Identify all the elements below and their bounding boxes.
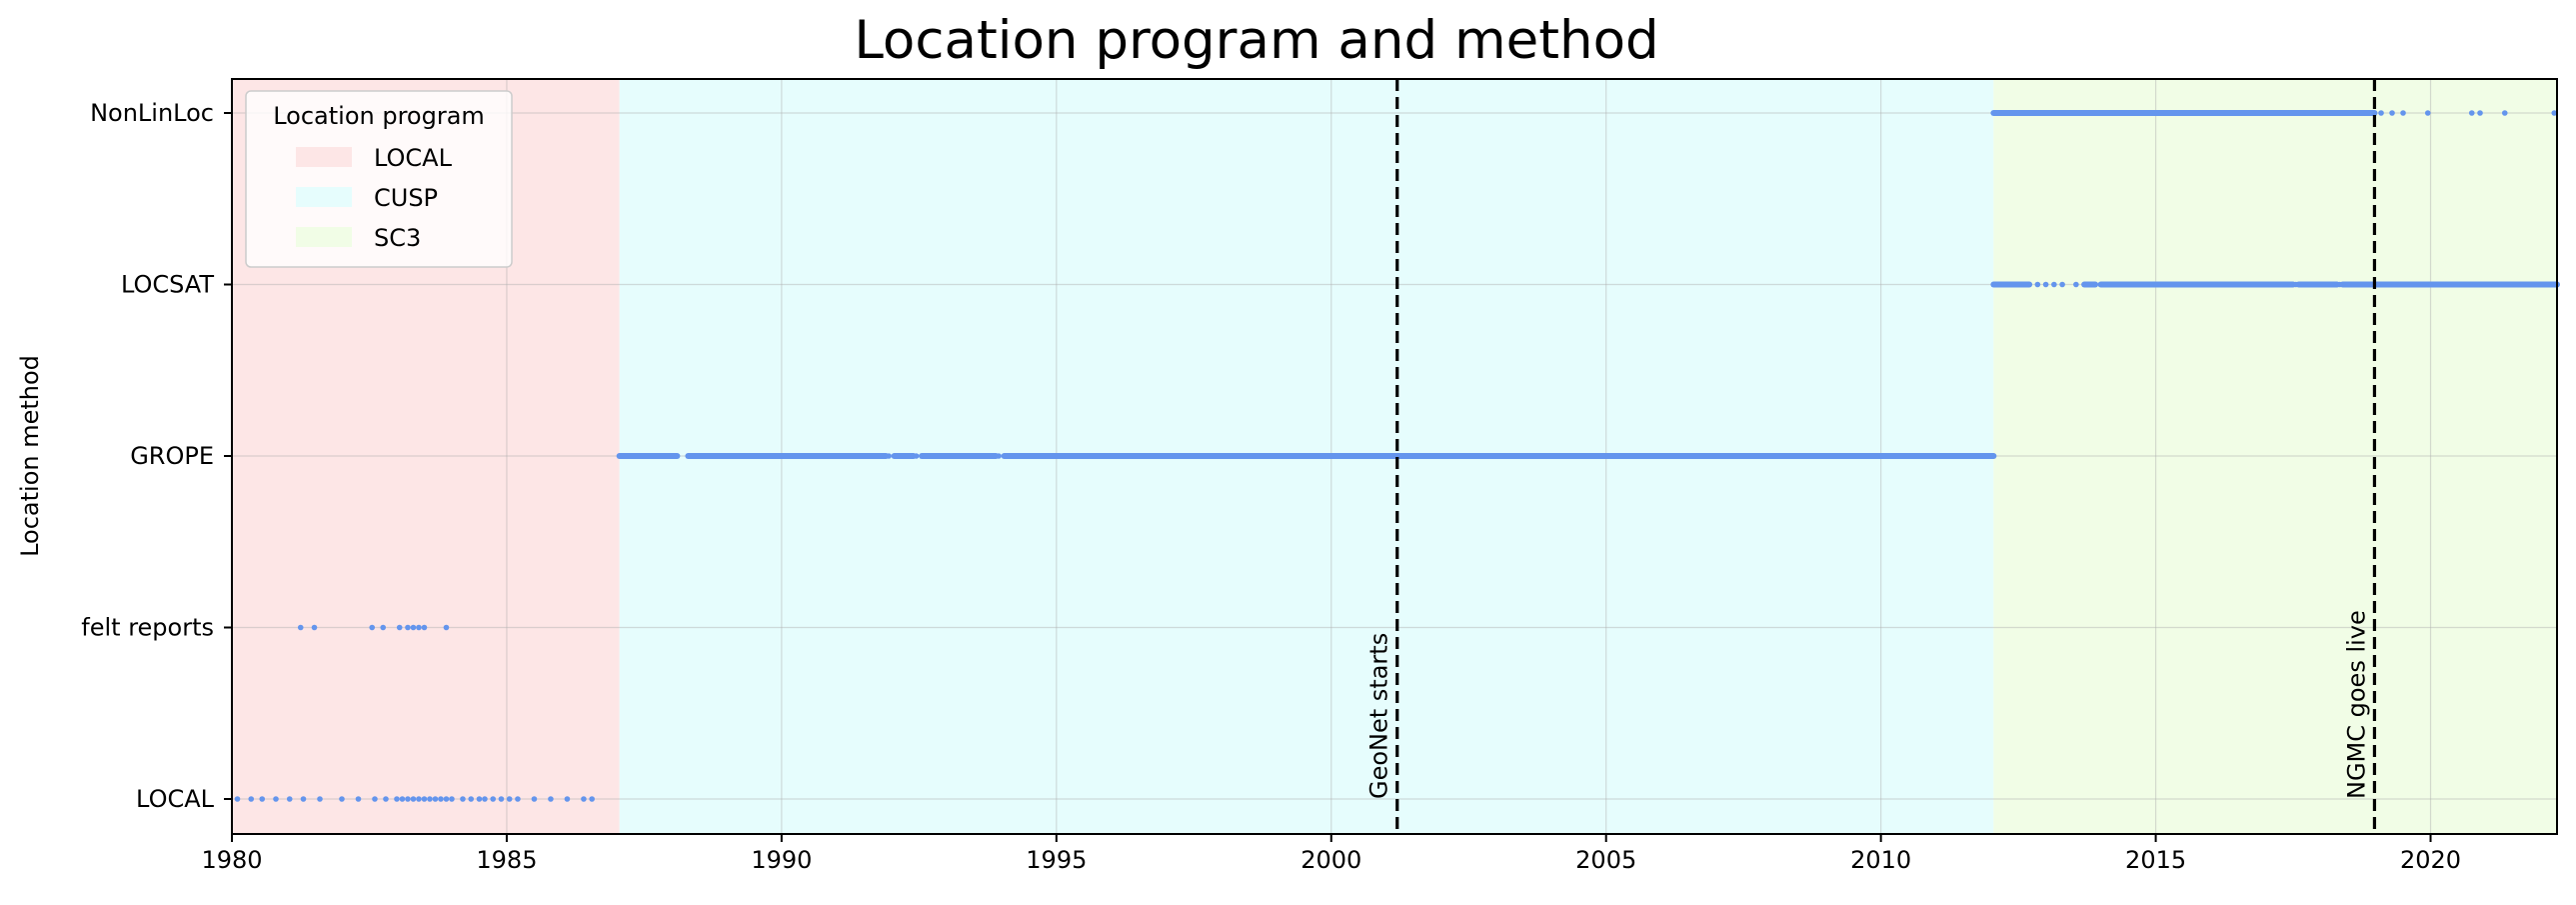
- data-point-felt-reports: [380, 624, 387, 631]
- data-point-local: [399, 796, 406, 802]
- data-point-locsat: [2293, 281, 2299, 288]
- data-point-felt-reports: [421, 624, 428, 631]
- data-point-local: [515, 796, 521, 802]
- data-point-local: [531, 796, 538, 802]
- y-tick-label: LOCAL: [136, 785, 215, 813]
- data-point-felt-reports: [297, 624, 304, 631]
- data-point-local: [372, 796, 378, 802]
- data-point-local: [564, 796, 571, 802]
- legend-title: Location program: [273, 102, 485, 130]
- event-label-geonet-starts: GeoNet starts: [1365, 633, 1393, 799]
- data-point-local: [506, 796, 513, 802]
- data-point-local: [317, 796, 323, 802]
- x-tick-label: 1995: [1026, 846, 1087, 874]
- data-point-locsat: [2059, 281, 2065, 288]
- legend-label-cusp: CUSP: [374, 184, 438, 212]
- data-point-local: [394, 796, 400, 802]
- data-point-local: [410, 796, 417, 802]
- data-point-local: [498, 796, 505, 802]
- data-point-grope: [913, 453, 920, 459]
- data-point-local: [548, 796, 554, 802]
- legend-label-sc3: SC3: [374, 224, 421, 252]
- data-point-local: [482, 796, 488, 802]
- x-tick-label: 2005: [1575, 846, 1636, 874]
- data-point-nonlinloc: [2400, 110, 2406, 116]
- data-point-nonlinloc: [2468, 110, 2475, 116]
- data-point-locsat: [2034, 281, 2041, 288]
- data-point-local: [468, 796, 474, 802]
- data-point-local: [355, 796, 362, 802]
- data-point-felt-reports: [410, 624, 417, 631]
- data-point-nonlinloc: [2551, 110, 2558, 116]
- data-point-nonlinloc: [2378, 110, 2384, 116]
- legend-box: [245, 90, 513, 268]
- y-axis-label: Location method: [16, 355, 44, 557]
- data-point-local: [460, 796, 466, 802]
- y-tick-label: NonLinLoc: [90, 99, 214, 127]
- legend-swatch-cusp: [296, 187, 352, 207]
- x-tick-label: 1980: [201, 846, 262, 874]
- data-point-local: [490, 796, 496, 802]
- x-tick-label: 1985: [476, 846, 537, 874]
- data-point-nonlinloc: [2501, 110, 2508, 116]
- data-point-local: [339, 796, 345, 802]
- data-point-local: [273, 796, 279, 802]
- data-point-local: [421, 796, 428, 802]
- data-point-felt-reports: [369, 624, 376, 631]
- data-point-local: [438, 796, 444, 802]
- data-point-locsat: [2073, 281, 2079, 288]
- x-tick-label: 1990: [751, 846, 812, 874]
- data-point-local: [416, 796, 422, 802]
- data-point-felt-reports: [396, 624, 403, 631]
- x-tick-label: 2000: [1300, 846, 1361, 874]
- y-tick-label: LOCSAT: [121, 271, 214, 299]
- x-tick-label: 2015: [2125, 846, 2186, 874]
- data-point-felt-reports: [405, 624, 411, 631]
- data-point-grope: [886, 453, 892, 459]
- data-point-felt-reports: [311, 624, 318, 631]
- data-point-local: [405, 796, 411, 802]
- data-point-local: [443, 796, 450, 802]
- data-point-local: [300, 796, 307, 802]
- data-point-local: [476, 796, 483, 802]
- data-point-felt-reports: [416, 624, 422, 631]
- chart-title: Location program and method: [854, 10, 1658, 71]
- plot-area: GeoNet starts NGMC goes live 1980 1985 1990 1…: [81, 78, 2560, 874]
- data-point-locsat: [2051, 281, 2057, 288]
- legend-label-local: LOCAL: [374, 144, 453, 172]
- program-span-sc3: [1993, 79, 2557, 834]
- y-tick-label: GROPE: [130, 442, 214, 470]
- data-point-grope: [996, 453, 1002, 459]
- data-point-locsat: [2042, 281, 2049, 288]
- data-point-nonlinloc: [2477, 110, 2483, 116]
- data-point-local: [427, 796, 433, 802]
- data-point-local: [234, 796, 241, 802]
- legend-swatch-local: [296, 147, 352, 167]
- data-point-local: [259, 796, 266, 802]
- data-point-local: [286, 796, 293, 802]
- event-label-ngmc-goes-live: NGMC goes live: [2342, 610, 2370, 799]
- data-point-local: [589, 796, 595, 802]
- data-point-felt-reports: [443, 624, 450, 631]
- data-point-local: [248, 796, 255, 802]
- y-tick-label: felt reports: [81, 614, 214, 642]
- data-point-local: [581, 796, 587, 802]
- legend-swatch-sc3: [296, 227, 352, 247]
- x-tick-label: 2010: [1850, 846, 1911, 874]
- data-point-locsat: [2336, 281, 2343, 288]
- data-point-nonlinloc: [2389, 110, 2395, 116]
- data-point-local: [383, 796, 389, 802]
- x-tick-label: 2020: [2400, 846, 2461, 874]
- data-point-nonlinloc: [2424, 110, 2431, 116]
- data-point-local: [449, 796, 455, 802]
- data-point-local: [432, 796, 439, 802]
